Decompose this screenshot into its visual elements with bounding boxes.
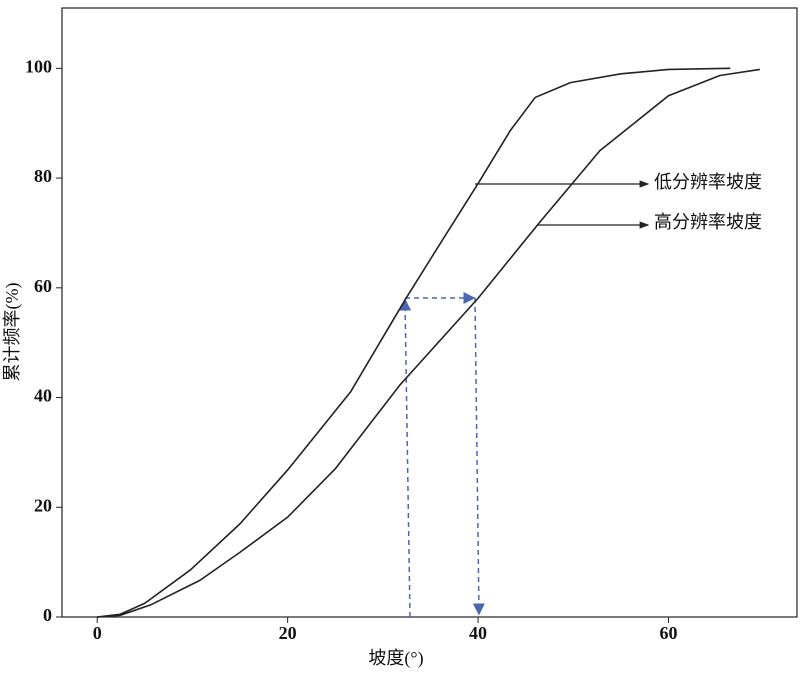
curve-label: 高分辨率坡度 bbox=[654, 212, 762, 232]
plot-frame bbox=[61, 7, 798, 618]
x-tick-label: 40 bbox=[469, 623, 487, 643]
x-tick-label: 20 bbox=[279, 623, 297, 643]
y-tick-label: 0 bbox=[43, 605, 52, 625]
y-axis-label: 累计频率(%) bbox=[2, 283, 23, 382]
x-axis-label: 坡度(°) bbox=[368, 648, 423, 669]
y-tick-label: 20 bbox=[34, 495, 52, 515]
y-tick-label: 60 bbox=[34, 276, 52, 296]
line-series bbox=[97, 67, 731, 618]
x-tick-label: 60 bbox=[659, 623, 677, 643]
x-tick-label: 0 bbox=[93, 623, 102, 643]
curve-label: 低分辨率坡度 bbox=[654, 172, 762, 192]
line-series bbox=[97, 68, 760, 618]
guide-arrows bbox=[399, 292, 485, 618]
y-tick-label: 40 bbox=[34, 386, 52, 406]
y-tick-label: 80 bbox=[34, 166, 52, 186]
y-tick-label: 100 bbox=[25, 56, 52, 76]
